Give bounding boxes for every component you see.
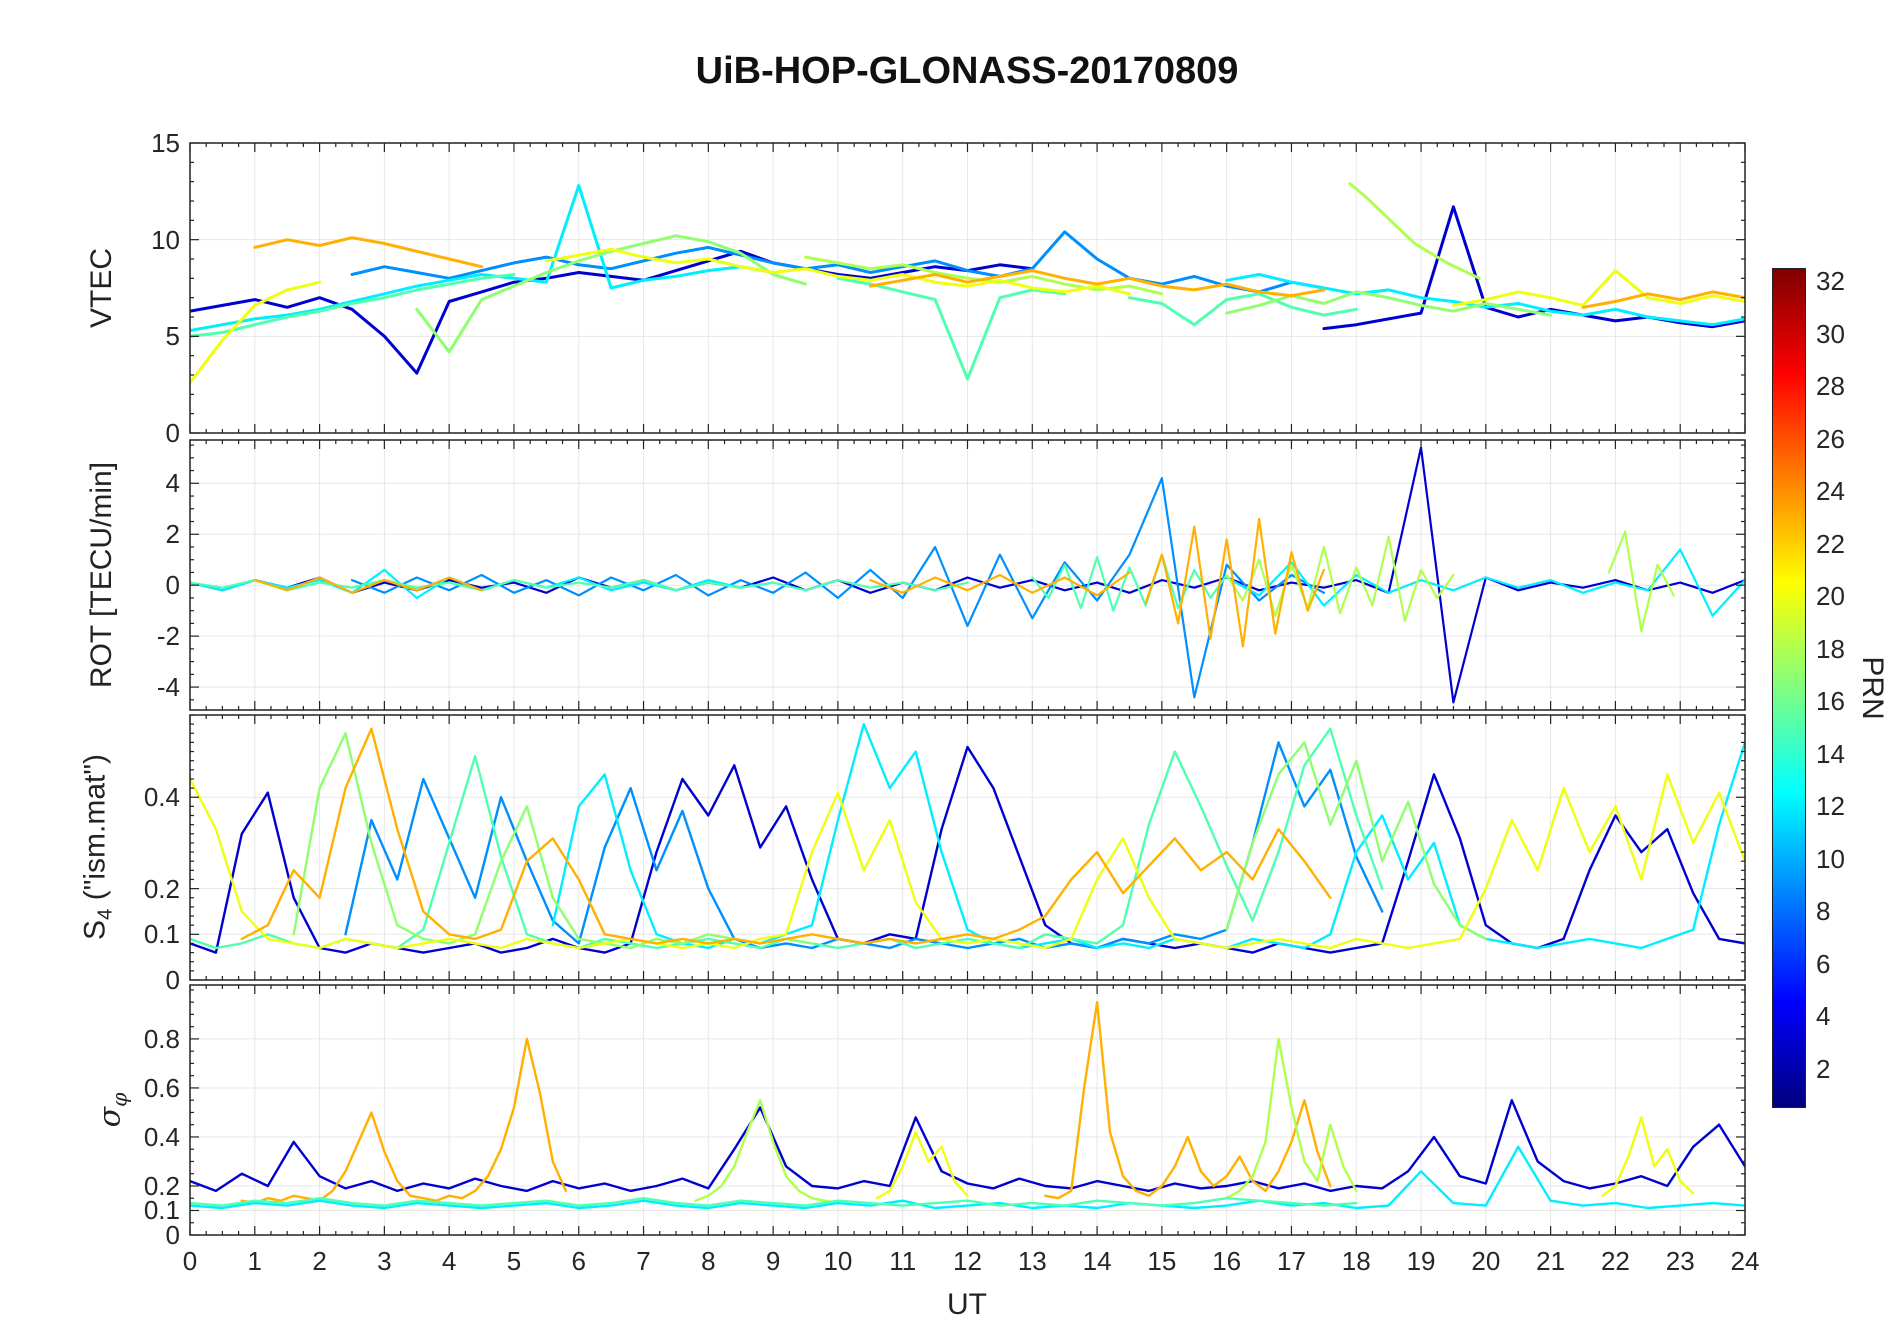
- series-line-prn-23: [869, 571, 1131, 597]
- series-line-prn-15: [190, 578, 969, 592]
- series-group: [190, 446, 1745, 704]
- series-line-prn-18: [1225, 535, 1455, 622]
- panel-s4: [189, 714, 1746, 981]
- series-line-prn-23: [253, 236, 484, 269]
- colorbar-label: PRN: [1856, 656, 1889, 720]
- series-line-prn-20: [544, 247, 1131, 296]
- series-line-prn-17: [415, 234, 807, 354]
- tick-marks: [189, 714, 1746, 981]
- series-line-prn-18: [1607, 530, 1675, 633]
- series-line-prn-23: [253, 576, 483, 594]
- series-line-prn-20: [190, 280, 322, 385]
- gridlines: [190, 985, 1745, 1235]
- series-line-prn-3: [1322, 205, 1745, 331]
- series-line-prn-15: [1031, 553, 1228, 612]
- panel-vtec: [189, 142, 1746, 434]
- series-group: [190, 722, 1745, 954]
- series-line-prn-17: [1225, 290, 1553, 317]
- series-line-prn-15: [1128, 292, 1358, 327]
- series-line-prn-23: [1581, 290, 1745, 309]
- series-line-prn-18: [1348, 182, 1481, 280]
- series-group: [190, 182, 1745, 385]
- series-line-prn-3: [190, 249, 1034, 375]
- series-line-prn-20: [1451, 269, 1745, 307]
- tick-marks: [189, 142, 1746, 434]
- series-line-prn-15: [190, 273, 516, 338]
- series-line-prn-3: [190, 745, 1745, 954]
- series-line-prn-12: [190, 1145, 1745, 1210]
- tick-marks: [189, 985, 1746, 1236]
- series-line-prn-23: [240, 727, 1332, 945]
- series-group: [190, 1001, 1745, 1210]
- series-line-prn-12: [551, 722, 1745, 950]
- series-line-prn-23: [240, 1037, 567, 1205]
- gridlines: [190, 715, 1745, 980]
- tick-marks: [189, 440, 1746, 710]
- series-line-prn-15: [836, 276, 1067, 381]
- series-line-prn-9: [350, 230, 1326, 294]
- series-line-prn-18: [694, 1098, 840, 1205]
- gridlines: [190, 440, 1745, 710]
- series-line-prn-20: [190, 773, 1745, 950]
- chart-title: UiB-HOP-GLONASS-20170809: [695, 50, 1239, 92]
- gridlines: [190, 143, 1745, 433]
- series-line-prn-15: [190, 1196, 1358, 1207]
- series-line-prn-17: [1225, 741, 1488, 941]
- series-line-prn-20: [875, 1130, 969, 1200]
- series-line-prn-23: [868, 269, 1326, 298]
- series-line-prn-9: [350, 477, 1326, 699]
- series-line-prn-15: [190, 727, 1384, 950]
- series-line-prn-20: [1601, 1116, 1695, 1198]
- panel-rot: [189, 439, 1746, 711]
- series-line-prn-3: [190, 1098, 1745, 1193]
- series-line-prn-23: [1044, 1001, 1332, 1200]
- series-line-prn-17: [292, 732, 814, 950]
- series-line-prn-18: [1225, 1037, 1358, 1200]
- colorbar: [1772, 268, 1806, 1108]
- series-line-prn-23: [1144, 517, 1326, 648]
- x-axis-label: UT: [947, 1288, 987, 1321]
- series-line-prn-12: [1225, 273, 1745, 327]
- panel-sigma_phi: [189, 984, 1746, 1236]
- series-line-prn-12: [190, 184, 775, 332]
